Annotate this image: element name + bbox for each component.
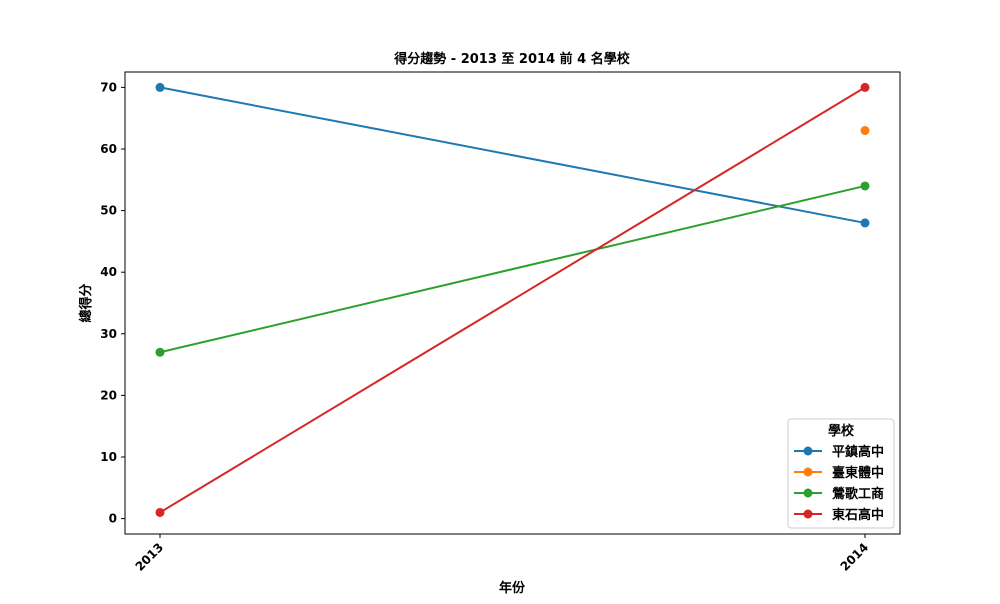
y-tick-label: 70: [100, 80, 117, 94]
x-axis-label: 年份: [499, 580, 526, 596]
legend-label: 東石高中: [832, 507, 884, 523]
legend-label: 鶯歌工商: [832, 486, 884, 502]
legend-marker: [803, 509, 813, 519]
y-tick-label: 40: [100, 265, 117, 279]
plot-area: [155, 82, 870, 517]
y-tick-label: 10: [100, 450, 117, 464]
legend-title: 學校: [828, 423, 855, 439]
data-point: [155, 82, 165, 92]
legend-box: [787, 418, 895, 529]
legend-marker: [803, 488, 813, 498]
x-tick-label: 2013: [133, 540, 167, 574]
y-axis-label: 總得分: [78, 283, 94, 322]
y-tick-label: 50: [100, 204, 117, 218]
series-line: [159, 86, 866, 224]
series-line: [159, 184, 866, 354]
x-axis: 2013 2014: [133, 534, 872, 574]
legend-label: 平鎮高中: [832, 444, 884, 460]
data-point: [860, 218, 870, 228]
y-axis: 0 10 20 30 40 50 60 70: [100, 80, 125, 526]
legend-label: 臺東體中: [832, 465, 884, 481]
y-tick-label: 0: [109, 512, 117, 526]
data-point: [860, 82, 870, 92]
legend-marker: [803, 467, 813, 477]
y-tick-label: 60: [100, 142, 117, 156]
y-tick-label: 20: [100, 388, 117, 402]
x-tick-label: 2014: [838, 540, 872, 574]
legend-marker: [803, 446, 813, 456]
y-tick-label: 30: [100, 327, 117, 341]
series-line: [159, 86, 866, 514]
data-point: [155, 347, 165, 357]
data-point: [860, 181, 870, 191]
chart-title: 得分趨勢 - 2013 至 2014 前 4 名學校: [393, 51, 630, 67]
data-point: [155, 507, 165, 517]
data-point: [860, 126, 870, 136]
plot-frame: [124, 71, 901, 535]
